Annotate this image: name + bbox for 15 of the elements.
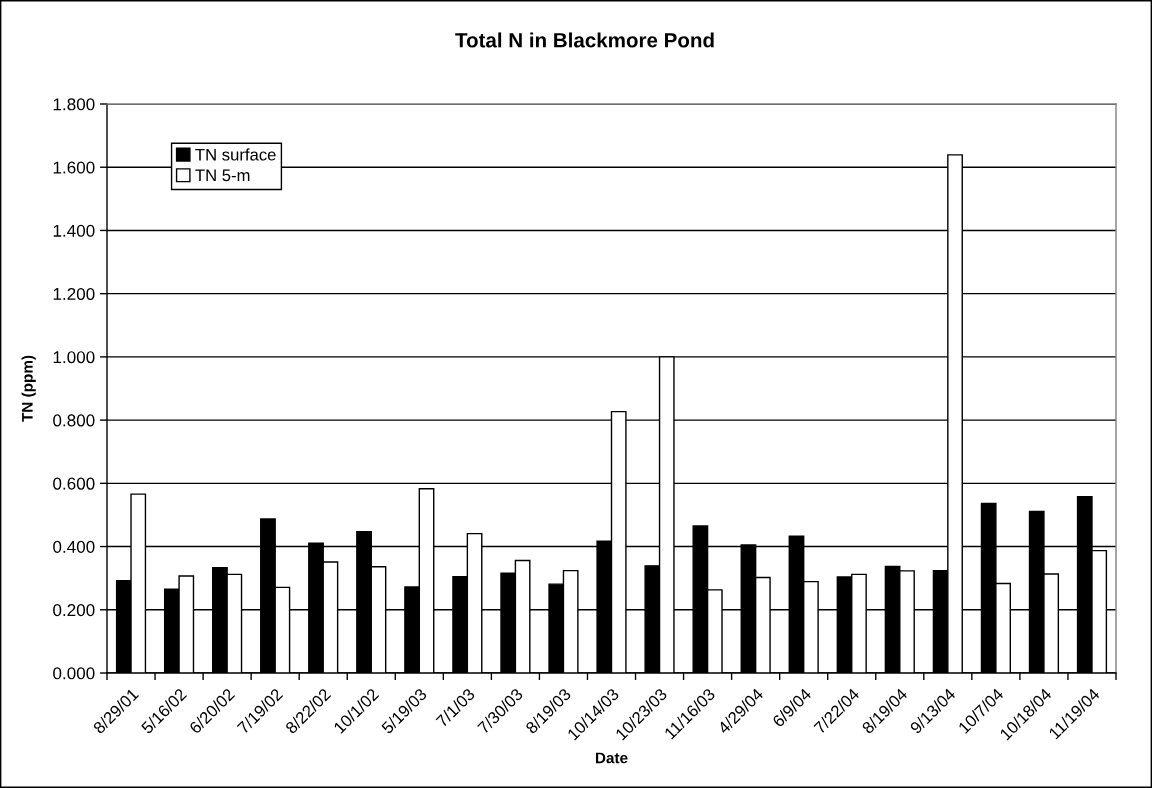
y-tick-label: 1.600 [53,161,95,174]
y-tick-label: 0.400 [53,540,95,553]
chart-title: Total N in Blackmore Pond [455,32,714,48]
y-tick-label: 1.800 [53,98,95,111]
legend-label: TN 5-m [195,169,250,182]
y-tick-label: 1.200 [53,287,95,301]
y-tick-label: 1.400 [53,224,95,237]
legend-label: TN surface [195,148,276,161]
x-axis-title: Date [595,752,628,764]
y-tick-label: 0.200 [53,604,95,617]
y-tick-label: 1.000 [53,351,95,364]
y-axis-title: TN (ppm) [21,355,36,422]
y-tick-label: 0.600 [53,477,95,490]
y-tick-label: 0.000 [53,667,95,680]
y-tick-label: 0.800 [53,414,95,427]
